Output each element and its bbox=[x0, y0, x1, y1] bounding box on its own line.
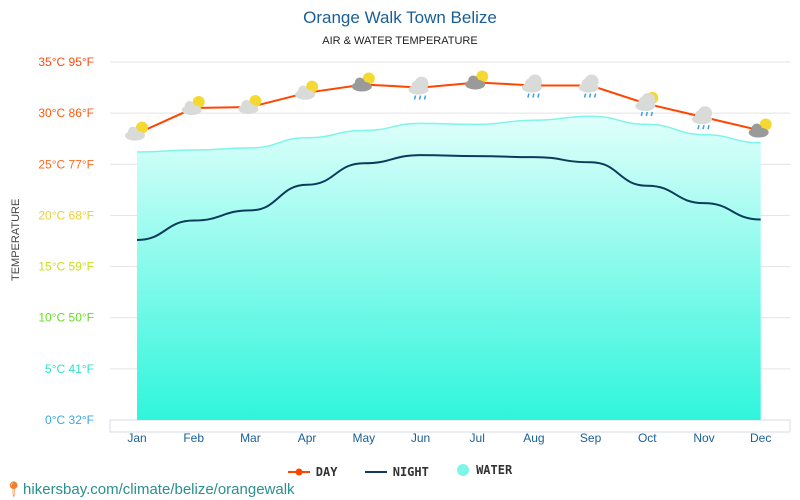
rain-sun-icon bbox=[635, 91, 659, 117]
rain-icon bbox=[408, 76, 429, 100]
y-tick-label: 0°C 32°F bbox=[45, 413, 94, 427]
water-line bbox=[136, 115, 761, 153]
x-tick-label: Apr bbox=[298, 431, 317, 445]
chart-subtitle: AIR & WATER TEMPERATURE bbox=[322, 35, 478, 47]
partly-cloudy-icon bbox=[125, 121, 148, 141]
partly-cloudy-icon bbox=[238, 95, 262, 115]
y-tick-label: 5°C 41°F bbox=[45, 362, 94, 376]
x-tick-label: May bbox=[352, 431, 375, 445]
legend-day-label: DAY bbox=[315, 465, 338, 479]
source-link[interactable]: 📍︎hikersbay.com/climate/belize/orangewal… bbox=[4, 480, 295, 498]
water-area bbox=[137, 116, 761, 420]
chart-title: Orange Walk Town Belize bbox=[303, 8, 497, 27]
y-tick-label: 15°C 59°F bbox=[38, 260, 94, 274]
dark-cloud-sun-icon bbox=[351, 72, 375, 92]
y-tick-label: 10°C 50°F bbox=[38, 311, 94, 325]
legend: DAY NIGHT WATER bbox=[0, 463, 800, 480]
rain-icon bbox=[521, 74, 542, 98]
x-tick-label: Sep bbox=[580, 431, 602, 445]
y-tick-label: 30°C 86°F bbox=[38, 106, 94, 120]
chart-area: 0°C 32°F 5°C 41°F 10°C 50°F 15°C 59°F 20°C 6… bbox=[38, 55, 791, 445]
x-tick-label: Jan bbox=[127, 431, 146, 445]
dark-cloud-sun-icon bbox=[465, 70, 489, 90]
x-axis bbox=[109, 419, 791, 433]
legend-night[interactable]: NIGHT bbox=[364, 465, 429, 479]
y-tick-label: 25°C 77°F bbox=[38, 157, 94, 171]
night-line bbox=[136, 154, 761, 241]
partly-cloudy-icon bbox=[295, 80, 319, 100]
x-tick-label: Jun bbox=[411, 431, 430, 445]
rain-icon bbox=[692, 106, 712, 130]
legend-day[interactable]: DAY bbox=[287, 465, 338, 479]
partly-cloudy-icon bbox=[181, 96, 205, 116]
location-pin-icon: 📍︎ bbox=[4, 481, 24, 498]
x-tick-label: Dec bbox=[750, 431, 771, 445]
dark-cloud-sun-icon bbox=[748, 118, 772, 138]
x-tick-label: Oct bbox=[638, 431, 657, 445]
legend-night-label: NIGHT bbox=[392, 465, 429, 479]
x-tick-label: Jul bbox=[470, 431, 485, 445]
y-tick-label: 35°C 95°F bbox=[38, 55, 94, 69]
x-tick-label: Aug bbox=[523, 431, 544, 445]
legend-water-label: WATER bbox=[476, 463, 513, 477]
rain-icon bbox=[578, 74, 599, 98]
x-tick-label: Feb bbox=[183, 431, 204, 445]
y-tick-label: 20°C 68°F bbox=[38, 208, 94, 222]
x-tick-label: Mar bbox=[240, 431, 261, 445]
source-link-text: hikersbay.com/climate/belize/orangewalk bbox=[23, 481, 295, 498]
legend-water[interactable]: WATER bbox=[456, 463, 512, 477]
x-tick-label: Nov bbox=[693, 431, 714, 445]
